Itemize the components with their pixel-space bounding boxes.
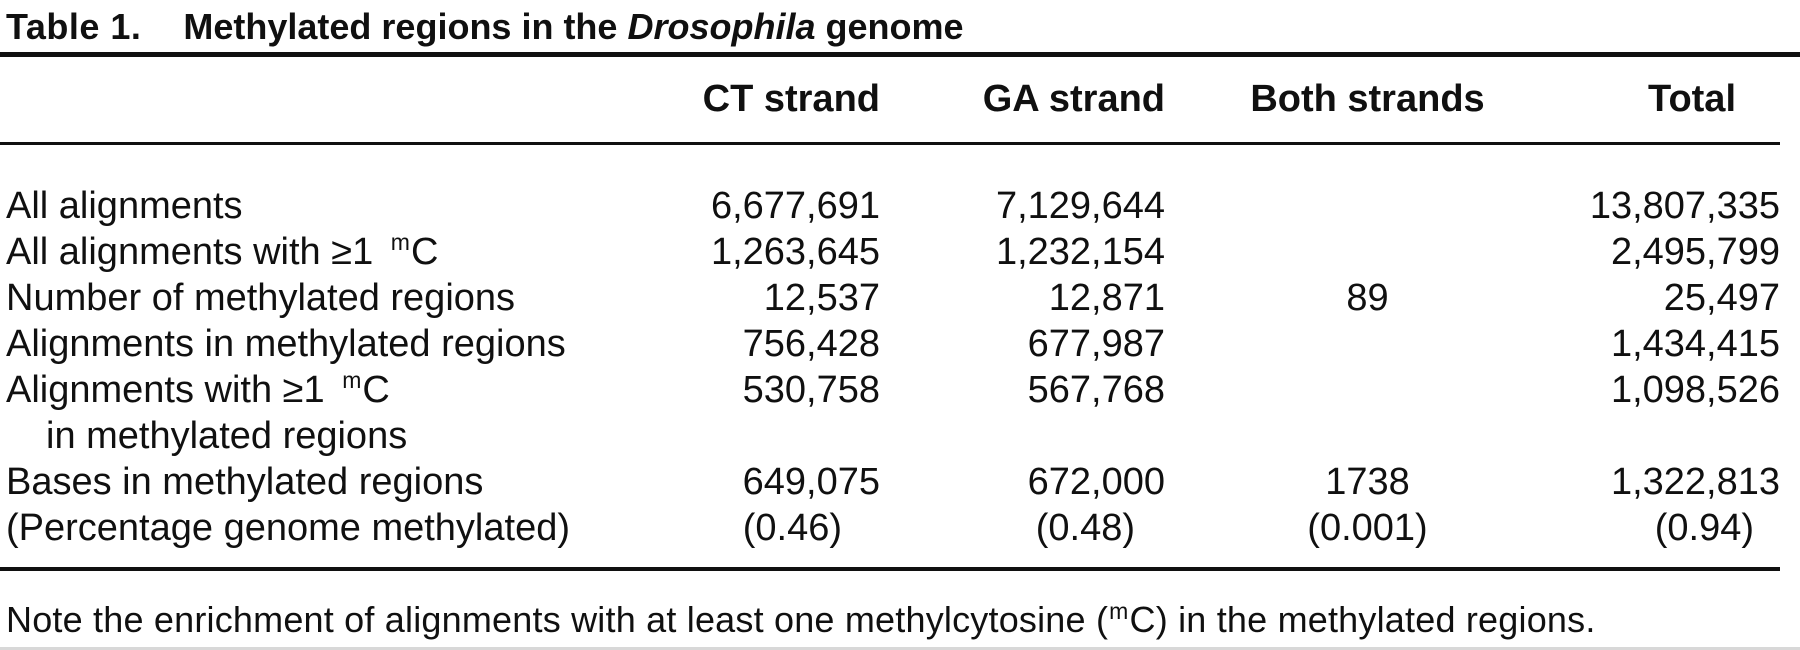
cell-ct: 649,075 — [742, 460, 880, 503]
superscript-m: m — [342, 366, 362, 393]
column-header-total: Total — [1500, 57, 1780, 145]
scan-artifact — [0, 647, 1800, 650]
table-row-bases-in-methylated-regions: Bases in methylated regions 649,075 672,… — [0, 459, 1780, 505]
row-label-line1: Alignments with ≥1 mC — [6, 366, 390, 411]
cell-ga: 677,987 — [1027, 322, 1165, 365]
table-row-alignments-in-methylated-regions: Alignments in methylated regions 756,428… — [0, 321, 1780, 367]
cell-both: (0.001) — [1165, 504, 1500, 571]
cell-ga: 1,232,154 — [995, 230, 1165, 273]
cell-total: 2,495,799 — [1610, 230, 1780, 273]
cell-ct: (0.46) — [630, 504, 880, 571]
cell-total: 1,434,415 — [1610, 322, 1780, 365]
cell-ct: 530,758 — [742, 368, 880, 411]
column-header-ct-strand: CT strand — [630, 57, 880, 145]
table-row-all-alignments: All alignments 6,677,691 7,129,644 13,80… — [0, 143, 1780, 229]
cell-both — [1165, 229, 1500, 275]
superscript-m: m — [1109, 597, 1129, 624]
table-row-alignments-with-mc-in-regions: Alignments with ≥1 mC in methylated regi… — [0, 367, 1780, 459]
superscript-m: m — [390, 228, 410, 255]
cell-ga: 12,871 — [1048, 276, 1165, 319]
row-label: Number of methylated regions — [6, 276, 516, 319]
footnote-text-pre: Note the enrichment of alignments with a… — [6, 598, 1109, 640]
cell-total: 13,807,335 — [1589, 184, 1780, 227]
table-caption: Methylated regions in the Drosophila gen… — [183, 6, 963, 47]
cell-ga: 567,768 — [1027, 368, 1165, 411]
title-rule — [0, 52, 1800, 57]
cell-ct: 1,263,645 — [710, 230, 880, 273]
cell-both — [1165, 321, 1500, 367]
table-number: Table 1. — [6, 6, 142, 47]
column-header-ga-strand: GA strand — [880, 57, 1165, 145]
row-label: Bases in methylated regions — [6, 460, 484, 503]
table-row-percentage-genome-methylated: (Percentage genome methylated) (0.46) (0… — [0, 504, 1780, 571]
footnote-text-post: C) in the methylated regions. — [1129, 598, 1596, 640]
row-label-line2: in methylated regions — [46, 414, 408, 457]
header-row: CT strand GA strand Both strands Total — [0, 57, 1780, 145]
cell-ct: 6,677,691 — [710, 184, 880, 227]
cell-both: 1738 — [1325, 460, 1410, 503]
table-footnote: Note the enrichment of alignments with a… — [0, 571, 1800, 641]
cell-ga: 7,129,644 — [995, 184, 1165, 227]
cell-ct: 12,537 — [763, 276, 880, 319]
row-label: All alignments — [6, 184, 243, 227]
cell-ct: 756,428 — [742, 322, 880, 365]
cell-total: 25,497 — [1663, 276, 1780, 319]
table-row-number-methylated-regions: Number of methylated regions 12,537 12,8… — [0, 275, 1780, 321]
row-label: Alignments in methylated regions — [6, 322, 566, 365]
cell-total: 1,322,813 — [1610, 460, 1780, 503]
caption-text-pre: Methylated regions in the — [183, 6, 628, 47]
methylated-regions-table: CT strand GA strand Both strands Total A… — [0, 57, 1780, 571]
row-label: (Percentage genome methylated) — [0, 504, 630, 571]
column-header-empty — [0, 57, 630, 145]
row-label: All alignments with ≥1 mC — [6, 228, 439, 273]
cell-total: (0.94) — [1500, 504, 1780, 571]
cell-both: 89 — [1346, 276, 1389, 319]
table-row-alignments-with-mc: All alignments with ≥1 mC 1,263,645 1,23… — [0, 229, 1780, 275]
row-label: Alignments with ≥1 mC in methylated regi… — [0, 367, 630, 459]
species-name: Drosophila — [627, 6, 816, 47]
cell-both — [1165, 143, 1500, 229]
caption-text-post: genome — [815, 6, 964, 47]
cell-total: 1,098,526 — [1610, 368, 1780, 411]
table-title: Table 1. Methylated regions in the Drosop… — [0, 0, 1800, 52]
cell-ga: 672,000 — [1027, 460, 1165, 503]
cell-ga: (0.48) — [880, 504, 1165, 571]
column-header-both-strands: Both strands — [1165, 57, 1500, 145]
cell-both — [1165, 367, 1500, 459]
